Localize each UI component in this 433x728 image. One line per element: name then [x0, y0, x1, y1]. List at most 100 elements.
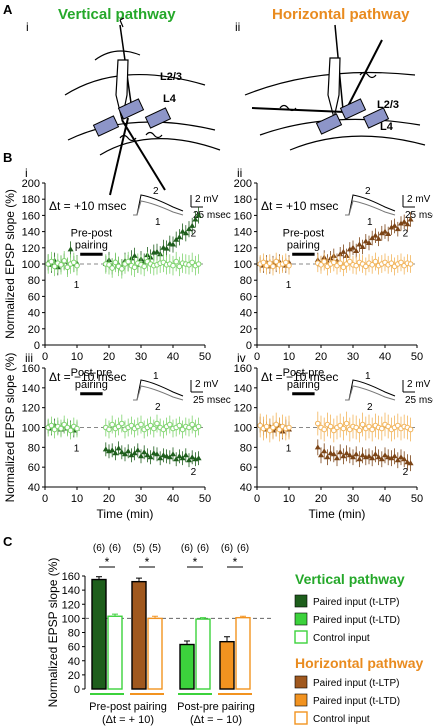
- paired-data-point: [337, 251, 344, 257]
- x-tick-label: 30: [347, 351, 359, 363]
- control-data-point: [173, 258, 179, 265]
- paired-data-point: [157, 455, 164, 461]
- x-tick-label: 20: [103, 351, 115, 363]
- significance-star: *: [193, 555, 198, 569]
- y-tick-label: 0: [34, 340, 40, 352]
- layer-label-l23-left: L2/3: [160, 71, 182, 83]
- epsp-trace-b: [133, 200, 184, 216]
- y-tick-label: 120: [22, 403, 40, 415]
- paired-data-point: [375, 454, 382, 460]
- group-label-1-line2: (Δt = + 10): [102, 714, 154, 726]
- control-data-point: [359, 421, 366, 428]
- bar-v_ltp: [91, 578, 107, 690]
- control-data-point: [119, 266, 125, 272]
- panel-roman-iv: iv: [237, 351, 246, 365]
- delta-t-label: Δt = +10 msec: [261, 199, 338, 213]
- timepoint-marker-1: 1: [286, 444, 292, 455]
- y-tick-label: 160: [234, 210, 252, 222]
- paired-data-point: [388, 455, 395, 461]
- control-data-point: [189, 259, 195, 266]
- legend-swatch-h-ltp: [294, 675, 308, 689]
- panel-roman-ii: ii: [237, 166, 242, 180]
- control-data-point: [321, 258, 328, 265]
- epsp-trace-b: [133, 385, 184, 401]
- control-data-point: [48, 258, 55, 265]
- paired-data-point: [189, 222, 196, 228]
- y-tick-label: 40: [68, 656, 80, 668]
- paired-data-point: [324, 454, 331, 460]
- control-data-point: [343, 420, 350, 427]
- x-tick-label: 50: [199, 351, 211, 363]
- control-data-point: [369, 426, 376, 433]
- control-data-point: [125, 258, 131, 265]
- paired-data-point: [170, 241, 176, 247]
- panel-letter-c: C: [3, 534, 13, 549]
- control-data-point: [58, 425, 64, 432]
- y-tick-label: 120: [234, 403, 252, 415]
- epsp-trace-a: [133, 194, 184, 216]
- y-tick-label: 80: [240, 275, 252, 287]
- paired-data-point: [346, 452, 353, 458]
- legend-vertical-title: Vertical pathway: [295, 571, 405, 587]
- control-data-point: [283, 259, 289, 266]
- paired-data-point: [366, 239, 372, 245]
- paired-data-point: [112, 450, 119, 456]
- paired-data-point: [369, 235, 376, 241]
- scale-bar-v-label: 2 mV: [407, 379, 431, 390]
- timepoint-marker-1: 1: [74, 280, 80, 291]
- x-tick-label: 0: [42, 351, 48, 363]
- paired-data-point: [369, 455, 376, 461]
- paired-data-point: [186, 457, 192, 463]
- y-tick-label: 140: [234, 227, 252, 239]
- control-data-point: [340, 425, 347, 432]
- paired-data-point: [154, 248, 160, 254]
- paired-data-point: [141, 449, 148, 455]
- control-data-point: [356, 427, 363, 434]
- control-data-point: [263, 423, 270, 430]
- x-tick-label: 50: [199, 493, 211, 505]
- l4-neuron-right-1: [315, 113, 343, 135]
- paired-data-point: [359, 452, 366, 458]
- paired-data-point: [122, 451, 128, 457]
- y-tick-label: 100: [234, 259, 252, 271]
- trace-label-bottom: 2: [367, 402, 373, 413]
- paired-data-point: [134, 447, 141, 453]
- paired-data-point: [173, 456, 180, 462]
- paired-data-point: [340, 248, 347, 254]
- y-tick-label: 40: [28, 308, 40, 320]
- delta-t-label: Δt = −10 msec: [261, 370, 338, 384]
- control-data-point: [318, 262, 324, 268]
- y-tick-label: 160: [22, 210, 40, 222]
- timepoint-marker-2: 2: [403, 228, 409, 239]
- legend: Vertical pathway Paired input (t-LTP) Pa…: [294, 571, 424, 725]
- paired-data-point: [163, 245, 170, 251]
- y-tick-label: 200: [22, 178, 40, 190]
- paired-data-point: [350, 244, 356, 250]
- paired-data-point: [102, 446, 109, 452]
- y-tick-label: 140: [22, 227, 40, 239]
- paired-data-point: [343, 450, 350, 456]
- y-tick-label: 100: [22, 423, 40, 435]
- layer-label-l4-right: L4: [380, 121, 394, 133]
- y-tick-label: 100: [62, 613, 80, 625]
- horizontal-pathway-schematic: [244, 24, 426, 151]
- paired-data-point: [195, 212, 202, 218]
- paired-data-point: [138, 453, 144, 459]
- x-tick-label: 30: [347, 493, 359, 505]
- paired-data-point: [327, 450, 334, 456]
- timepoint-marker-1: 1: [74, 444, 80, 455]
- x-tick-label: 40: [379, 493, 391, 505]
- trace-label-top: 2: [365, 186, 371, 197]
- legend-horizontal-title: Horizontal pathway: [295, 655, 424, 671]
- timepoint-marker-1: 1: [286, 280, 292, 291]
- y-tick-label: 60: [28, 291, 40, 303]
- control-data-point: [273, 258, 280, 265]
- epsp-trace-a: [133, 379, 184, 401]
- paired-data-point: [192, 216, 199, 222]
- panel-letter-a: A: [3, 2, 13, 17]
- paired-data-point: [394, 226, 401, 232]
- y-tick-label: 140: [62, 585, 80, 597]
- y-tick-label: 180: [22, 194, 40, 206]
- y-tick-label: 100: [234, 423, 252, 435]
